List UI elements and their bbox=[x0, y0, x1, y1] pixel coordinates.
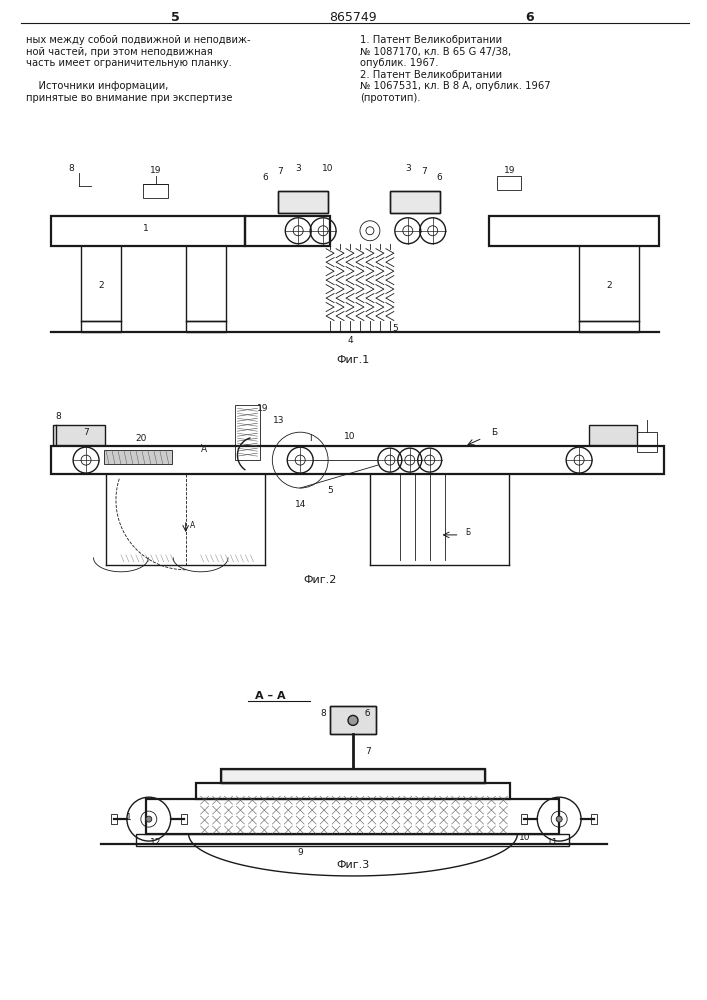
Bar bbox=[221, 769, 486, 783]
Bar bbox=[589, 425, 637, 445]
Text: ных между собой подвижной и неподвиж-: ных между собой подвижной и неподвиж- bbox=[26, 35, 251, 45]
Bar bbox=[498, 176, 521, 190]
Bar bbox=[136, 834, 569, 846]
Text: 10: 10 bbox=[344, 432, 356, 441]
Text: 1: 1 bbox=[143, 224, 148, 233]
Text: А – А: А – А bbox=[255, 691, 286, 701]
Text: 20: 20 bbox=[135, 434, 146, 443]
Text: 1. Патент Великобритании: 1. Патент Великобритании bbox=[360, 35, 502, 45]
Text: Б: Б bbox=[491, 428, 498, 437]
Bar bbox=[637, 432, 657, 452]
Bar bbox=[186, 320, 226, 332]
Text: 5: 5 bbox=[327, 486, 333, 495]
Text: 8: 8 bbox=[320, 709, 326, 718]
Text: Фиг.2: Фиг.2 bbox=[303, 575, 337, 585]
Text: 4: 4 bbox=[347, 336, 353, 345]
Bar bbox=[245, 216, 330, 246]
Text: А: А bbox=[190, 521, 195, 530]
Text: 11: 11 bbox=[547, 838, 558, 847]
Text: № 1087170, кл. В 65 G 47/38,: № 1087170, кл. В 65 G 47/38, bbox=[360, 47, 511, 57]
Text: 1: 1 bbox=[126, 813, 132, 822]
Text: 7: 7 bbox=[83, 428, 89, 437]
Circle shape bbox=[556, 816, 562, 822]
Text: (прототип).: (прототип). bbox=[360, 93, 421, 103]
Bar bbox=[146, 799, 559, 834]
Bar bbox=[521, 814, 527, 824]
Bar bbox=[330, 706, 376, 734]
Bar bbox=[51, 446, 664, 474]
Text: 3: 3 bbox=[296, 164, 301, 173]
Text: 13: 13 bbox=[272, 416, 284, 425]
Text: 2: 2 bbox=[98, 281, 104, 290]
Text: Б: Б bbox=[465, 528, 470, 537]
Text: 10: 10 bbox=[322, 164, 334, 173]
Text: опублик. 1967.: опублик. 1967. bbox=[360, 58, 438, 68]
Text: № 1067531, кл. В 8 А, опублик. 1967: № 1067531, кл. В 8 А, опублик. 1967 bbox=[360, 81, 551, 91]
Text: часть имеет ограничительную планку.: часть имеет ограничительную планку. bbox=[26, 58, 232, 68]
Text: принятые во внимание при экспертизе: принятые во внимание при экспертизе bbox=[26, 93, 233, 103]
Text: 5: 5 bbox=[392, 324, 398, 333]
Text: 19: 19 bbox=[257, 404, 268, 413]
Text: 10: 10 bbox=[518, 833, 530, 842]
Bar bbox=[81, 320, 121, 332]
Text: ной частей, при этом неподвижная: ной частей, при этом неподвижная bbox=[26, 47, 213, 57]
Text: I: I bbox=[309, 434, 312, 443]
Text: 19: 19 bbox=[150, 166, 161, 175]
Text: б: б bbox=[364, 709, 370, 718]
Bar bbox=[279, 191, 328, 213]
Bar bbox=[390, 191, 440, 213]
Bar bbox=[390, 191, 440, 213]
Bar bbox=[181, 814, 187, 824]
Bar bbox=[489, 216, 659, 246]
Bar bbox=[51, 216, 245, 246]
Bar bbox=[579, 320, 639, 332]
Text: 7: 7 bbox=[277, 167, 284, 176]
Bar bbox=[591, 814, 597, 824]
Text: 7: 7 bbox=[421, 167, 426, 176]
Text: 6: 6 bbox=[262, 173, 268, 182]
Text: Источники информации,: Источники информации, bbox=[26, 81, 169, 91]
Text: А: А bbox=[201, 445, 206, 454]
Text: Фиг.1: Фиг.1 bbox=[337, 355, 370, 365]
Text: 8: 8 bbox=[55, 412, 61, 421]
Text: 9: 9 bbox=[298, 848, 303, 857]
Bar bbox=[196, 783, 510, 799]
Text: 6: 6 bbox=[525, 11, 534, 24]
Circle shape bbox=[146, 816, 152, 822]
Text: 7: 7 bbox=[365, 747, 370, 756]
Bar bbox=[330, 706, 376, 734]
Bar bbox=[104, 450, 172, 464]
Bar bbox=[279, 191, 328, 213]
Text: 865749: 865749 bbox=[329, 11, 377, 24]
Text: 8: 8 bbox=[69, 164, 74, 173]
Text: 3: 3 bbox=[405, 164, 411, 173]
Bar bbox=[235, 405, 260, 460]
Text: 2. Патент Великобритании: 2. Патент Великобритании bbox=[360, 70, 502, 80]
Text: 14: 14 bbox=[295, 500, 306, 509]
Bar bbox=[221, 769, 486, 783]
Text: 5: 5 bbox=[171, 11, 180, 24]
Text: Фиг.3: Фиг.3 bbox=[337, 860, 370, 870]
Circle shape bbox=[348, 715, 358, 725]
Text: 12: 12 bbox=[150, 838, 161, 847]
Text: 2: 2 bbox=[606, 281, 612, 290]
Bar bbox=[111, 814, 117, 824]
Text: 19: 19 bbox=[503, 166, 515, 175]
Bar bbox=[143, 184, 168, 198]
Bar bbox=[53, 425, 105, 445]
Text: 6: 6 bbox=[437, 173, 443, 182]
